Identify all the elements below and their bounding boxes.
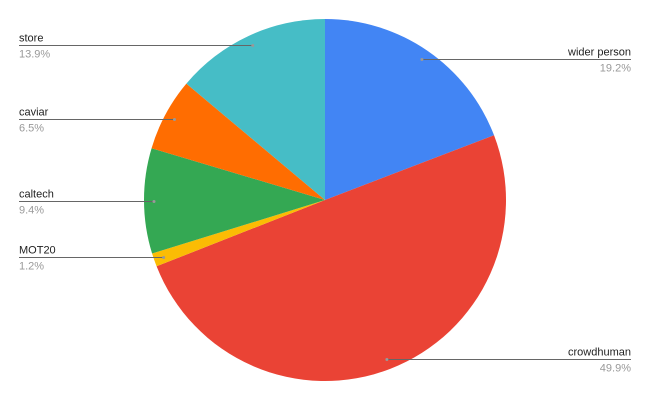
- slices: [144, 19, 507, 382]
- pie-slice-caviar[interactable]: [151, 83, 325, 200]
- leader-dot: [385, 358, 389, 361]
- slice-label: caviar: [19, 107, 49, 119]
- slice-label: wider person: [567, 47, 631, 59]
- slice-label: crowdhuman: [568, 347, 631, 359]
- slice-percent: 6.5%: [19, 123, 44, 135]
- pie-slice-mot20[interactable]: [152, 200, 325, 267]
- leader-dot: [162, 256, 166, 259]
- leader-dot: [152, 200, 156, 203]
- slice-percent: 1.2%: [19, 261, 44, 273]
- leader-dot: [251, 44, 255, 47]
- leader-dot: [420, 58, 424, 61]
- slice-label: store: [19, 33, 43, 45]
- slice-percent: 13.9%: [19, 49, 50, 61]
- pie-slice-store[interactable]: [186, 19, 325, 200]
- slice-label: caltech: [19, 189, 54, 201]
- labels: wider person 19.2% crowdhuman 49.9% MOT20 1.2…: [19, 33, 631, 375]
- pie-slice-caltech[interactable]: [144, 148, 325, 254]
- leader-dot: [172, 118, 176, 121]
- slice-percent: 49.9%: [600, 363, 631, 375]
- pie-slice-crowdhuman[interactable]: [156, 135, 507, 382]
- slice-percent: 9.4%: [19, 205, 44, 217]
- slice-label: MOT20: [19, 245, 56, 257]
- slice-percent: 19.2%: [600, 63, 631, 75]
- pie-slice-wider-person[interactable]: [325, 19, 495, 200]
